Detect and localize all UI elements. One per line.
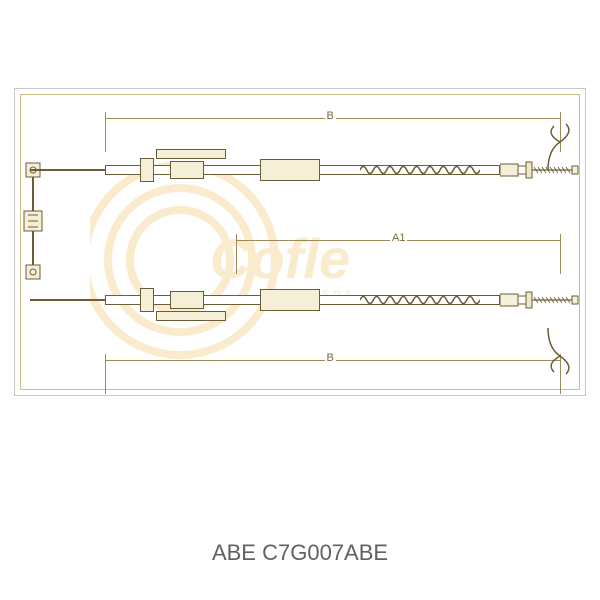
upper-spring	[360, 163, 480, 177]
dim-mid-label: A1	[390, 232, 407, 244]
left-connector	[22, 161, 52, 286]
upper-hook	[540, 122, 580, 177]
part-caption: ABE C7G007ABE	[0, 540, 600, 566]
upper-core-left	[30, 169, 105, 171]
upper-block-2	[170, 161, 204, 179]
dim-mid-tick-r	[560, 234, 561, 274]
dim-top-label: B	[325, 110, 336, 122]
lower-core-left	[30, 299, 105, 301]
upper-bracket-plate	[156, 149, 226, 159]
caption-brand: ABE	[212, 540, 256, 565]
upper-block-1	[140, 158, 154, 182]
dim-bot-label: B	[325, 352, 336, 364]
lower-right-fitting	[500, 288, 580, 317]
lower-block-1	[140, 288, 154, 312]
lower-block-3	[260, 289, 320, 311]
upper-block-3	[260, 159, 320, 181]
dim-bot-tick-l	[105, 354, 106, 394]
logo-text: Cofle	[210, 227, 350, 290]
dim-mid-tick-l	[236, 234, 237, 274]
lower-spring	[360, 293, 480, 307]
dim-top-tick-l	[105, 112, 106, 152]
caption-part: C7G007ABE	[262, 540, 388, 565]
lower-spring-svg	[360, 293, 480, 307]
upper-spring-svg	[360, 163, 480, 177]
lower-bracket-plate	[156, 311, 226, 321]
lower-hook	[540, 326, 580, 381]
lower-block-2	[170, 291, 204, 309]
watermark-logo: Cofle s.p.a.	[90, 160, 350, 365]
logo-svg: Cofle s.p.a.	[90, 160, 350, 360]
